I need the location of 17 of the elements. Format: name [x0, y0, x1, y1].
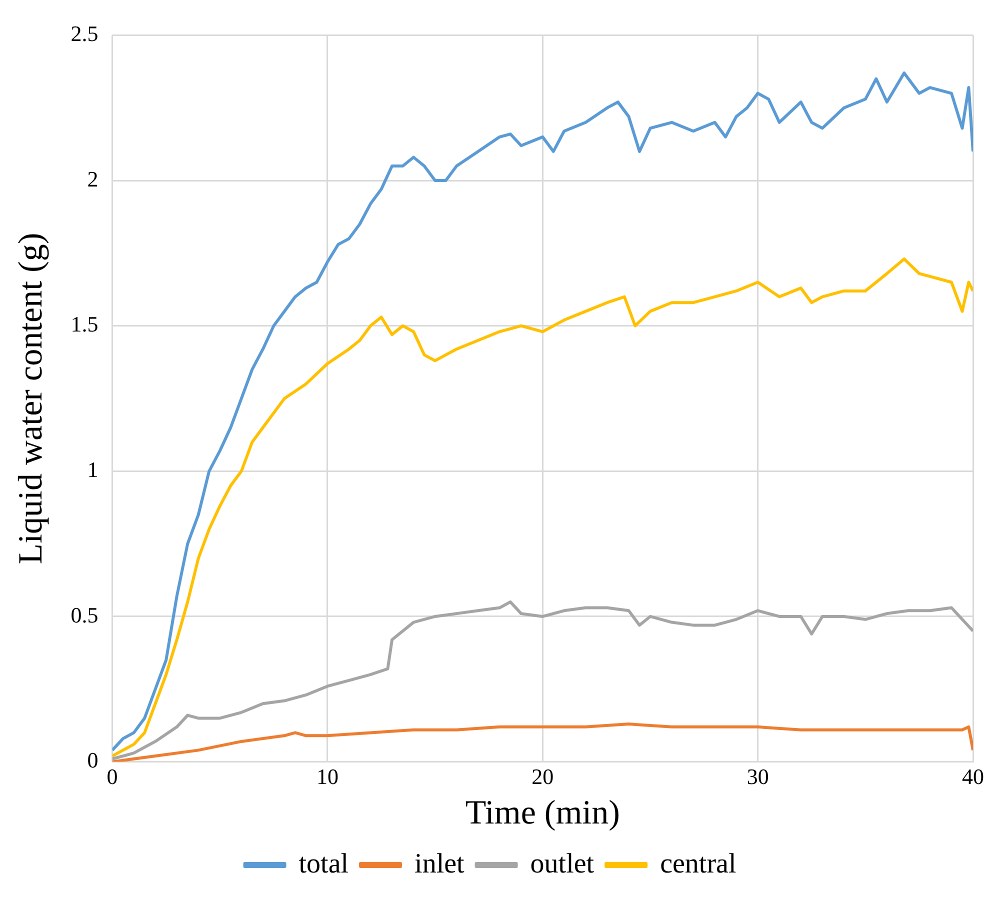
x-tick-label: 20	[532, 764, 554, 789]
x-tick-label: 40	[962, 764, 984, 789]
legend-label: inlet	[414, 848, 465, 880]
legend-label: total	[298, 848, 349, 880]
y-tick-label: 0	[87, 748, 98, 773]
legend-label: central	[660, 848, 736, 880]
y-tick-label: 2	[87, 166, 98, 192]
x-tick-label: 10	[316, 764, 338, 789]
y-tick-label: 1.5	[70, 312, 98, 337]
y-tick-label: 2.5	[70, 20, 98, 46]
x-axis-title: Time (min)	[465, 794, 620, 832]
y-tick-label: 1	[87, 456, 98, 482]
x-tick-label: 30	[746, 764, 769, 789]
x-tick-label: 0	[106, 764, 118, 789]
legend-label: outlet	[530, 848, 594, 880]
y-axis-title: Liquid water content (g)	[12, 232, 50, 564]
y-tick-label: 0.5	[70, 602, 98, 628]
